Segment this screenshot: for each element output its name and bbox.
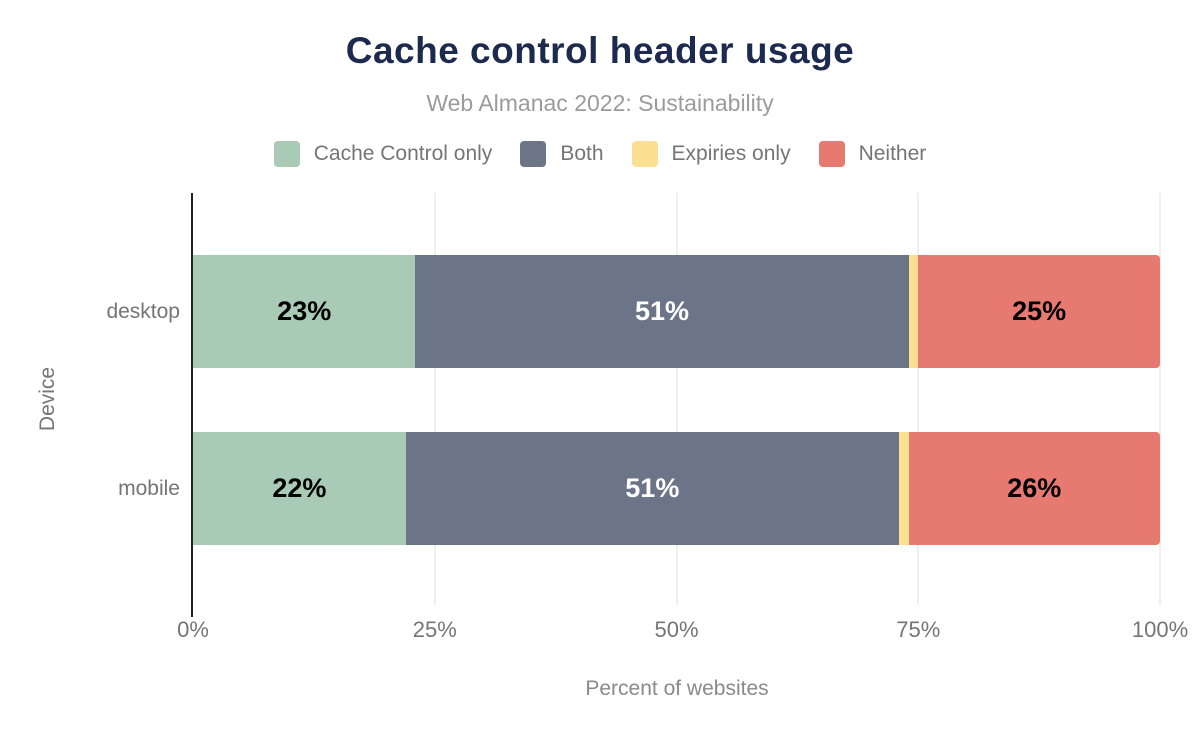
- gridline-75: [917, 193, 920, 605]
- legend-swatch-icon: [818, 141, 845, 167]
- x-tick-label-50: 50%: [654, 617, 699, 642]
- chart-title: Cache control header usage: [345, 30, 855, 71]
- bar-segment-mobile-cache-control-only[interactable]: 22%: [193, 432, 406, 545]
- gridline-25: [433, 193, 436, 605]
- legend-item-neither[interactable]: Neither: [818, 141, 927, 167]
- bar-data-label: 26%: [1007, 473, 1062, 503]
- y-axis-title: Device: [36, 366, 59, 432]
- bar-segment-mobile-both[interactable]: 51%: [405, 432, 899, 545]
- bar-segment-desktop-expiries-only[interactable]: [908, 255, 919, 368]
- gridline-100: [1159, 193, 1161, 605]
- bar-mobile: 22% 51% 26%: [193, 432, 1160, 545]
- bar-segment-mobile-neither[interactable]: 26%: [908, 432, 1160, 545]
- chart-subtitle: Web Almanac 2022: Sustainability: [426, 90, 774, 116]
- gridline-50: [675, 193, 678, 605]
- bar-segment-desktop-neither[interactable]: 25%: [918, 255, 1160, 368]
- x-tick-label-0: 0%: [177, 617, 209, 642]
- bar-data-label: 22%: [272, 473, 327, 503]
- y-axis-line: [191, 193, 193, 618]
- x-tick-label-75: 75%: [896, 617, 941, 642]
- legend-swatch-icon: [520, 141, 547, 167]
- category-label-mobile: mobile: [118, 476, 180, 500]
- legend-label: Expiries only: [671, 142, 791, 165]
- legend-swatch-icon: [273, 141, 300, 167]
- legend-label: Neither: [858, 142, 927, 165]
- legend-item-cache-control-only[interactable]: Cache Control only: [273, 141, 493, 167]
- bar-desktop: 23% 51% 25%: [193, 255, 1160, 368]
- plot-area: 23% 51% 25% desktop 22% 51% 26% mobile: [106, 193, 1161, 618]
- bar-data-label: 51%: [625, 473, 680, 503]
- x-tick-label-100: 100%: [1131, 617, 1189, 642]
- bar-segment-desktop-both[interactable]: 51%: [415, 255, 909, 368]
- legend: Cache Control only Both Expiries only Neith…: [0, 141, 1200, 167]
- bar-segment-desktop-cache-control-only[interactable]: 23%: [193, 255, 416, 368]
- x-axis-title: Percent of websites: [585, 677, 769, 700]
- bar-segment-mobile-expiries-only[interactable]: [898, 432, 909, 545]
- bar-data-label: 51%: [634, 296, 689, 326]
- x-tick-label-25: 25%: [412, 617, 457, 642]
- legend-label: Both: [560, 142, 604, 165]
- category-label-desktop: desktop: [106, 299, 180, 323]
- legend-item-both[interactable]: Both: [520, 141, 604, 167]
- bar-data-label: 23%: [277, 296, 332, 326]
- bar-data-label: 25%: [1012, 296, 1067, 326]
- legend-swatch-icon: [631, 141, 658, 167]
- legend-label: Cache Control only: [313, 142, 493, 165]
- legend-item-expiries-only[interactable]: Expiries only: [631, 141, 791, 167]
